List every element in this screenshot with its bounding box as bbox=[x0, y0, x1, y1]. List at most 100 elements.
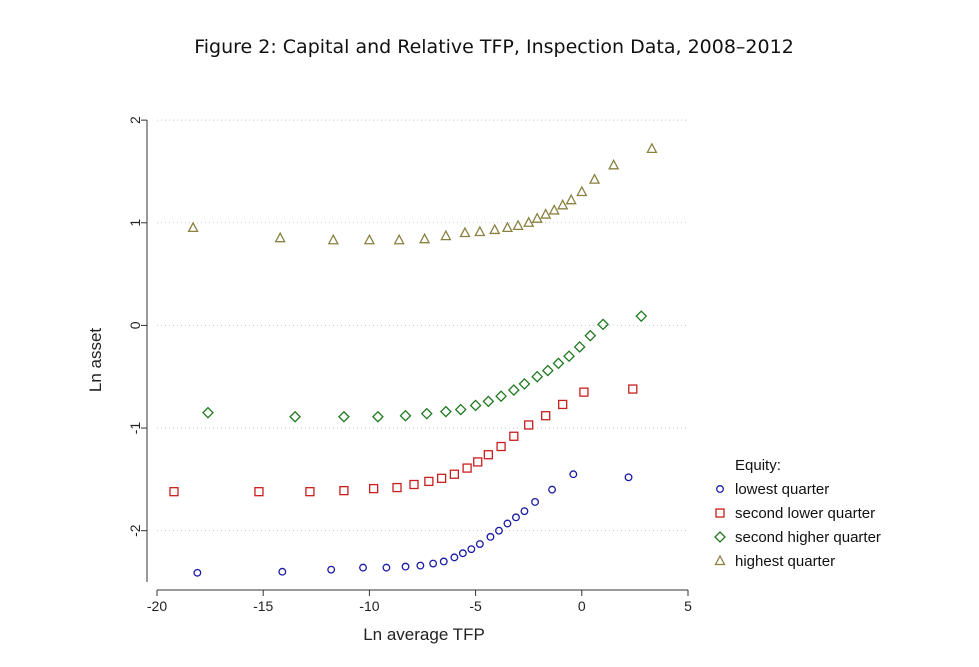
x-tick-label: -10 bbox=[359, 598, 379, 614]
data-point bbox=[193, 568, 202, 577]
data-point bbox=[475, 540, 484, 548]
data-point bbox=[531, 212, 543, 223]
data-point bbox=[305, 487, 315, 497]
legend-marker bbox=[716, 485, 724, 493]
data-point bbox=[541, 364, 554, 377]
data-point bbox=[489, 223, 501, 235]
data-point bbox=[392, 482, 402, 493]
legend-label: second lower quarter bbox=[735, 505, 875, 522]
data-point bbox=[541, 411, 551, 421]
data-point bbox=[628, 384, 638, 394]
y-axis-title: Ln asset bbox=[86, 328, 105, 393]
data-points bbox=[169, 142, 658, 577]
figure-title: Figure 2: Capital and Relative TFP, Insp… bbox=[194, 36, 794, 58]
data-point bbox=[569, 470, 578, 479]
data-point bbox=[579, 387, 589, 397]
data-point bbox=[462, 463, 472, 473]
data-point bbox=[531, 370, 544, 383]
data-point bbox=[382, 563, 391, 572]
data-point bbox=[486, 532, 495, 541]
legend-marker bbox=[715, 508, 725, 518]
data-point bbox=[363, 233, 375, 245]
data-point bbox=[449, 469, 460, 479]
y-tick-label: 2 bbox=[127, 116, 143, 124]
data-point bbox=[419, 232, 431, 244]
data-point bbox=[337, 410, 350, 423]
data-point bbox=[557, 198, 569, 210]
data-point bbox=[254, 487, 264, 497]
data-point bbox=[474, 225, 486, 237]
series-3 bbox=[187, 142, 658, 245]
data-point bbox=[558, 399, 568, 410]
data-point bbox=[482, 395, 495, 408]
y-tick-label: -1 bbox=[127, 422, 143, 435]
legend-marker bbox=[714, 554, 726, 566]
data-point bbox=[576, 185, 588, 197]
data-point bbox=[512, 219, 524, 230]
data-point bbox=[450, 553, 459, 562]
data-point bbox=[518, 377, 531, 390]
x-axis-title: Ln average TFP bbox=[363, 625, 485, 644]
y-tick-label: 0 bbox=[127, 321, 143, 329]
legend-label: highest quarter bbox=[735, 553, 835, 570]
data-point bbox=[467, 545, 476, 554]
data-point bbox=[563, 350, 575, 363]
data-point bbox=[371, 410, 384, 423]
data-point bbox=[584, 329, 597, 342]
data-point bbox=[169, 487, 179, 497]
data-point bbox=[473, 457, 483, 467]
legend-label: second higher quarter bbox=[735, 529, 881, 546]
data-point bbox=[548, 485, 557, 494]
data-point bbox=[459, 226, 471, 238]
data-point bbox=[483, 450, 493, 460]
data-point bbox=[416, 561, 425, 570]
data-point bbox=[289, 410, 301, 423]
data-point bbox=[624, 473, 633, 482]
data-point bbox=[278, 567, 287, 576]
data-point bbox=[495, 390, 508, 403]
data-point bbox=[409, 479, 419, 490]
data-point bbox=[608, 158, 620, 170]
data-point bbox=[507, 384, 520, 396]
data-point bbox=[520, 507, 529, 516]
series-0 bbox=[193, 470, 633, 577]
data-point bbox=[597, 318, 609, 331]
x-tick-label: -15 bbox=[253, 598, 273, 614]
data-point bbox=[202, 406, 214, 419]
data-point bbox=[469, 399, 482, 412]
data-point bbox=[399, 409, 412, 422]
data-point bbox=[540, 208, 552, 219]
data-point bbox=[552, 357, 565, 370]
x-tick-label: -5 bbox=[469, 598, 482, 614]
data-point bbox=[588, 173, 601, 184]
legend: Equity: lowest quarter second lower quart… bbox=[714, 457, 881, 570]
data-point bbox=[359, 563, 367, 572]
data-point bbox=[327, 565, 336, 574]
data-point bbox=[565, 193, 577, 205]
data-point bbox=[548, 204, 560, 215]
data-point bbox=[440, 229, 452, 241]
legend-marker bbox=[714, 531, 726, 543]
data-point bbox=[274, 231, 286, 243]
x-tick-label: -20 bbox=[147, 598, 167, 614]
data-point bbox=[429, 559, 438, 568]
plot-axes bbox=[146, 120, 688, 591]
data-point bbox=[635, 310, 648, 323]
legend-label: lowest quarter bbox=[735, 481, 829, 498]
tick-marks: 2 1 0 -1 -2 -20 -15 -10 -5 0 5 bbox=[127, 116, 692, 614]
x-tick-label: 0 bbox=[578, 598, 586, 614]
data-point bbox=[458, 549, 467, 558]
data-point bbox=[327, 233, 339, 245]
data-point bbox=[424, 476, 434, 487]
data-point bbox=[339, 486, 349, 496]
data-point bbox=[439, 557, 448, 566]
y-tick-label: -2 bbox=[127, 524, 143, 537]
series-2 bbox=[202, 310, 648, 423]
legend-title: Equity: bbox=[735, 457, 781, 474]
grid-lines bbox=[157, 119, 688, 532]
data-point bbox=[496, 441, 506, 452]
data-point bbox=[187, 221, 199, 233]
data-point bbox=[439, 405, 452, 418]
data-point bbox=[524, 420, 534, 430]
